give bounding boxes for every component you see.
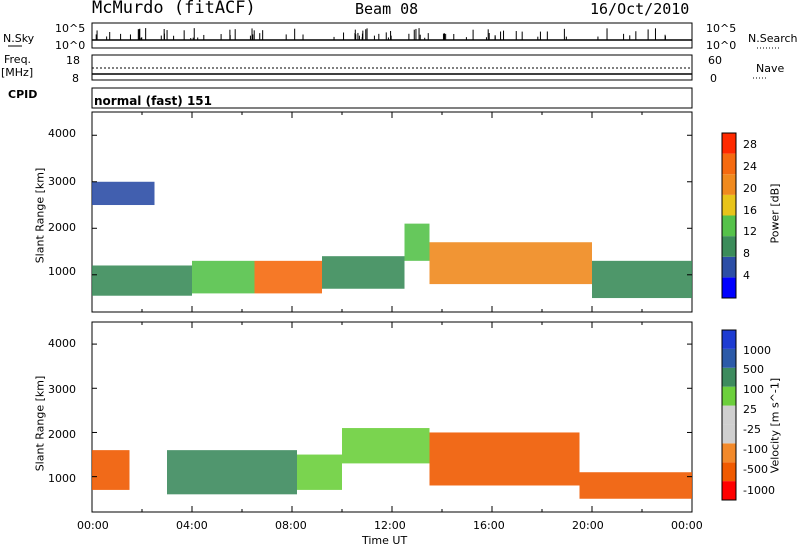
nsky-strip — [91, 22, 693, 49]
velocity-panel-region — [579, 472, 692, 499]
power-ytick-1000: 1000 — [48, 265, 76, 278]
power-colorbar-swatch — [722, 215, 736, 237]
velocity-panel-region — [167, 450, 297, 495]
power-cb-tick-24: 24 — [743, 160, 757, 173]
xtick-2: 08:00 — [275, 519, 307, 532]
power-panel-region — [404, 223, 430, 261]
vel-ytick-3000: 3000 — [48, 383, 76, 396]
xtick-1: 04:00 — [176, 519, 208, 532]
vel-cb-tick-neg1000: -1000 — [743, 484, 775, 497]
date-title: 16/Oct/2010 — [590, 0, 690, 18]
power-colorbar-frame — [721, 132, 737, 299]
power-panel-region — [322, 256, 405, 289]
vel-cb-tick-neg500: -500 — [743, 463, 768, 476]
nsearch-tick-high: 10^5 — [706, 22, 737, 35]
nave-label: Nave — [756, 62, 785, 75]
power-panel-region — [429, 242, 592, 285]
vel-cb-tick-neg25: -25 — [743, 423, 761, 436]
nsearch-label: N.Search — [748, 32, 798, 45]
cpid-text: normal (fast) 151 — [94, 94, 212, 108]
velocity-colorbar-swatch — [722, 424, 736, 444]
velocity-panel-region — [297, 454, 342, 490]
velocity-colorbar-swatch — [722, 367, 736, 387]
power-cb-tick-4: 4 — [743, 269, 750, 282]
velocity-colorbar-swatch — [722, 348, 736, 368]
power-colorbar-swatch — [722, 153, 736, 175]
vel-ytick-4000: 4000 — [48, 337, 76, 350]
power-cb-tick-16: 16 — [743, 204, 757, 217]
vel-cb-tick-1000: 1000 — [743, 344, 771, 357]
xtick-5: 20:00 — [572, 519, 604, 532]
power-panel-region — [192, 260, 255, 294]
xtick-0: 00:00 — [77, 519, 109, 532]
freq-unit-label: [MHz] — [1, 66, 34, 79]
nsky-tick-low: 10^0 — [55, 39, 86, 52]
velocity-colorbar-swatch — [722, 481, 736, 500]
velocity-colorbar-swatch — [722, 386, 736, 406]
velocity-panel-region — [429, 432, 580, 486]
vel-ytick-1000: 1000 — [48, 472, 76, 485]
xtick-3: 12:00 — [374, 519, 406, 532]
power-cb-tick-12: 12 — [743, 225, 757, 238]
nsky-label: N.Sky — [3, 32, 35, 45]
xtick-4: 16:00 — [473, 519, 505, 532]
velocity-colorbar-swatch — [722, 462, 736, 482]
vel-cb-tick-25: 25 — [743, 403, 757, 416]
freq-label: Freq. — [4, 53, 32, 66]
power-cb-tick-20: 20 — [743, 182, 757, 195]
power-panel-region — [92, 265, 192, 296]
nave-tick-low: 0 — [710, 72, 717, 85]
velocity-colorbar-swatch — [722, 330, 736, 349]
velocity-panel-region — [342, 428, 430, 464]
power-panel-region — [92, 181, 155, 206]
xtick-6: 00:00 — [671, 519, 703, 532]
beam-title: Beam 08 — [355, 0, 419, 18]
nsky-tick-high: 10^5 — [55, 22, 86, 35]
power-colorbar-swatch — [722, 174, 736, 195]
cpid-label: CPID — [8, 88, 38, 101]
power-panel-region — [592, 260, 692, 299]
vel-cb-tick-neg100: -100 — [743, 443, 768, 456]
velocity-panel-region — [92, 450, 130, 490]
station-title: McMurdo (fitACF) — [92, 0, 256, 18]
velocity-colorbar-swatch — [722, 405, 736, 425]
power-colorbar-swatch — [722, 236, 736, 257]
power-colorbar-swatch — [722, 194, 736, 216]
freq-tick-high: 18 — [66, 54, 80, 67]
velocity-colorbar-swatch — [722, 443, 736, 463]
nsearch-tick-low: 10^0 — [706, 39, 737, 52]
nave-tick-high: 60 — [708, 54, 722, 67]
power-panel-region — [254, 260, 322, 294]
power-colorbar-swatch — [722, 256, 736, 278]
cpid-strip — [91, 87, 693, 109]
xlabel: Time UT — [362, 534, 408, 547]
power-ytick-2000: 2000 — [48, 221, 76, 234]
power-ytick-4000: 4000 — [48, 127, 76, 140]
vel-ytick-2000: 2000 — [48, 428, 76, 441]
power-cb-tick-28: 28 — [743, 138, 757, 151]
power-ytick-3000: 3000 — [48, 175, 76, 188]
freq-tick-low: 8 — [72, 72, 79, 85]
power-cb-tick-8: 8 — [743, 247, 750, 260]
velocity-colorbar-frame — [721, 329, 737, 501]
power-colorbar-swatch — [722, 277, 736, 298]
vel-cb-tick-500: 500 — [743, 363, 764, 376]
vel-cb-tick-100: 100 — [743, 383, 764, 396]
power-colorbar-swatch — [722, 133, 736, 154]
